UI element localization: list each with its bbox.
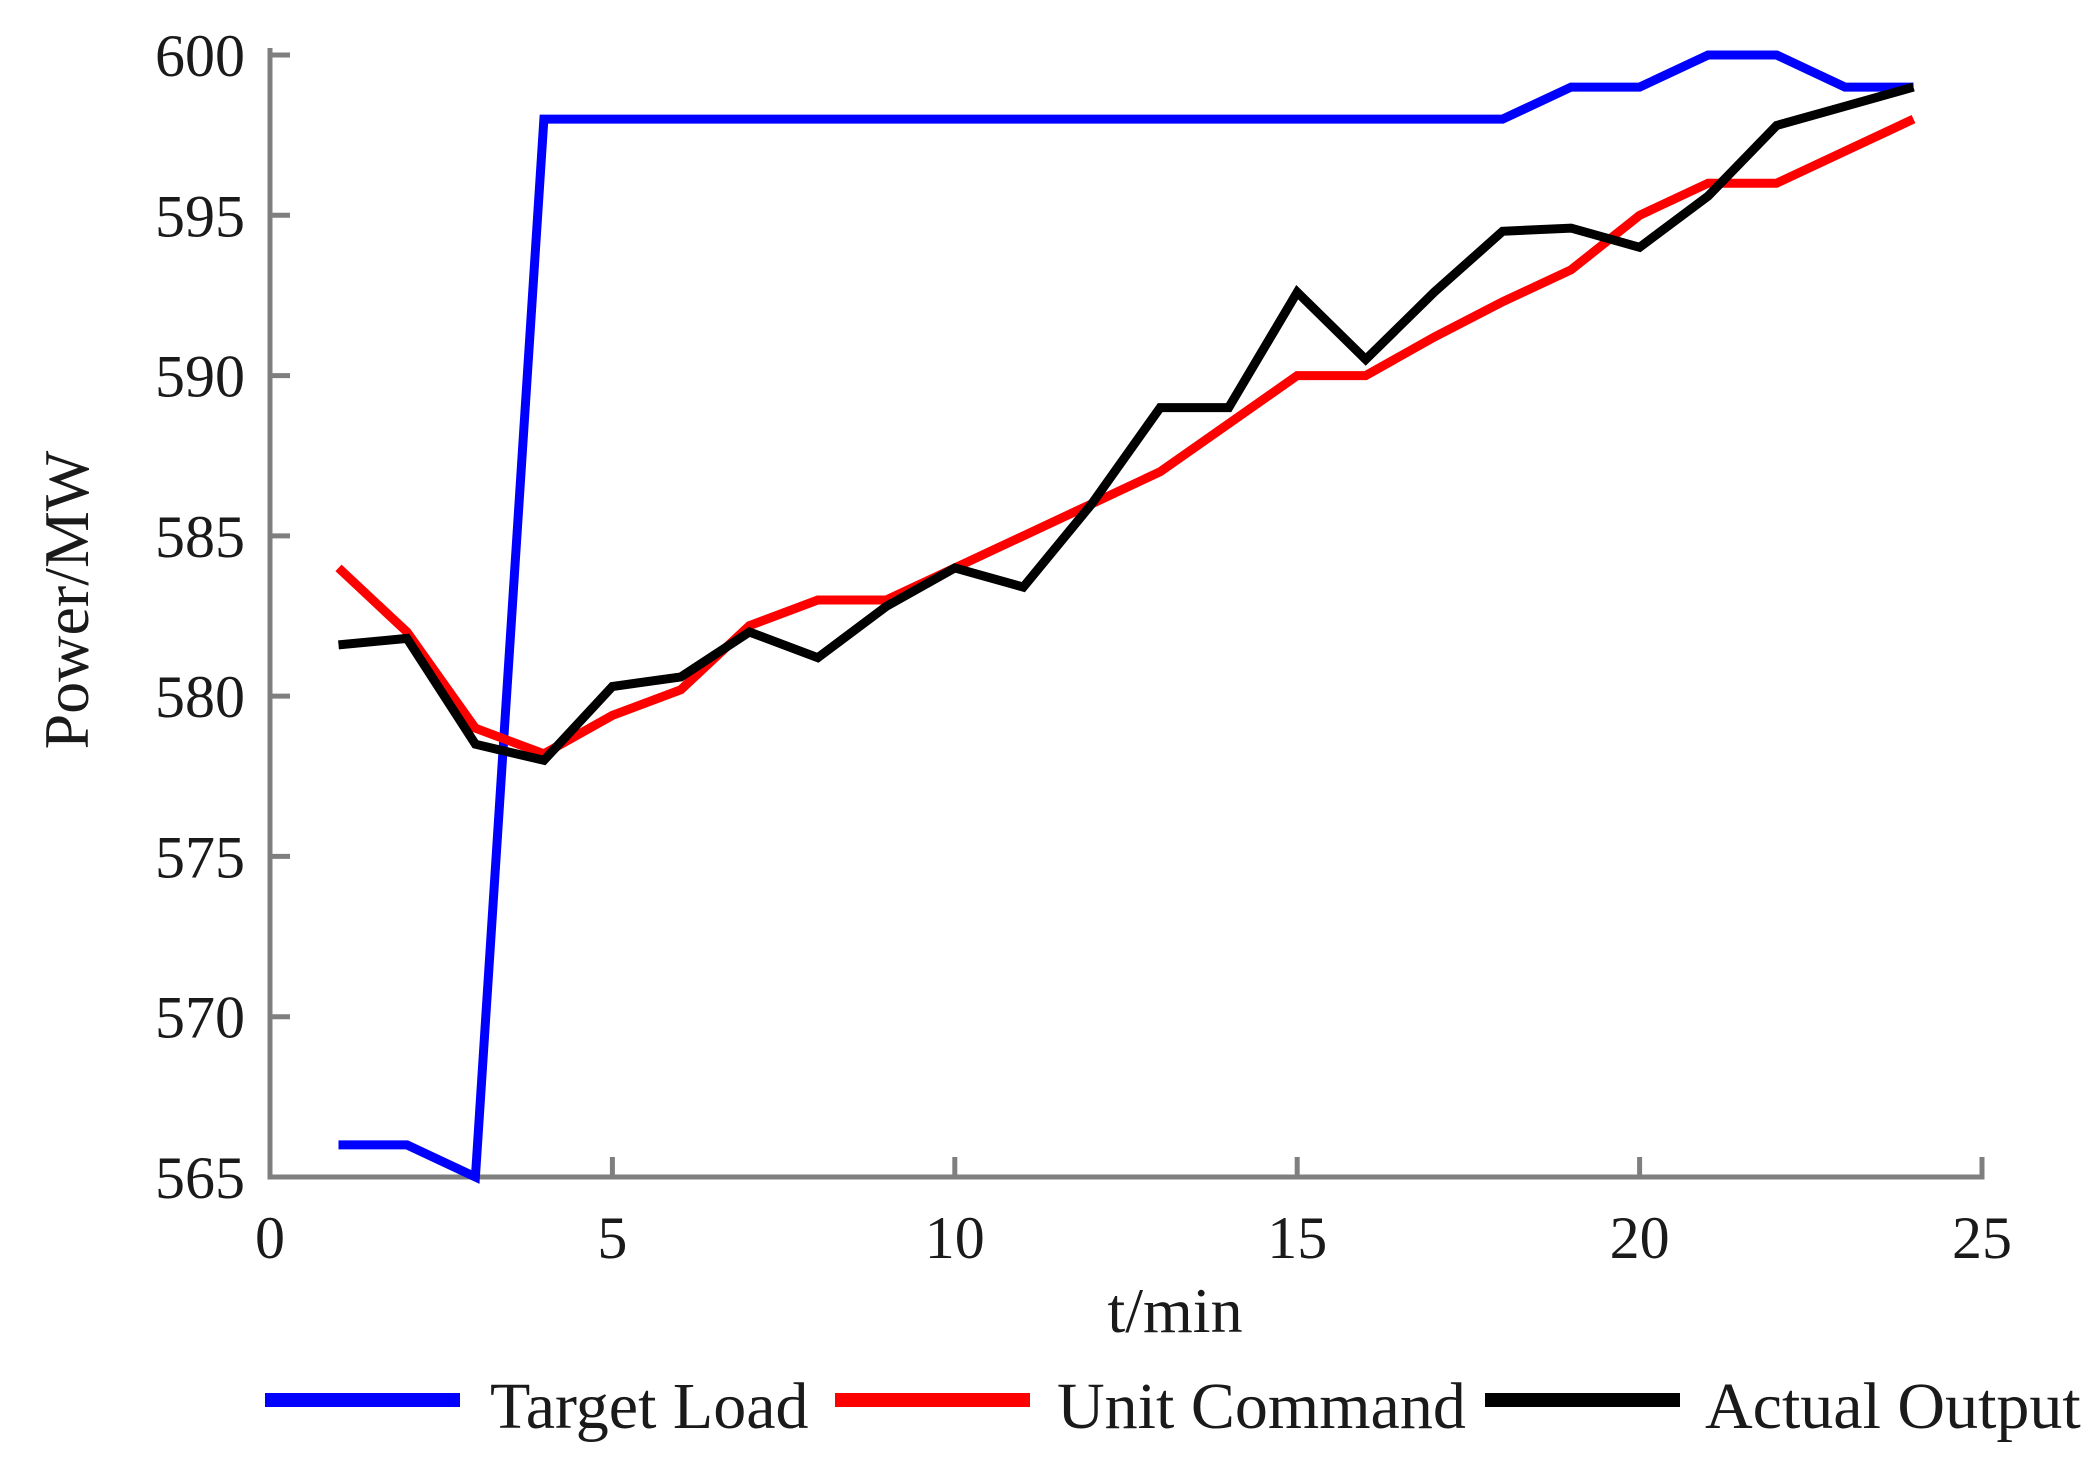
- x-tick-label: 5: [597, 1205, 627, 1271]
- tick-labels: 565 570 575 580 585 590 595 600 0 5 10 15 20 25: [155, 23, 2012, 1271]
- x-tick-label: 20: [1610, 1205, 1670, 1271]
- x-tick-label: 15: [1267, 1205, 1327, 1271]
- legend-label-unit-command: Unit Command: [1057, 1370, 1466, 1443]
- y-tick-label: 585: [155, 504, 245, 570]
- legend: Target Load Unit Command Actual Output: [265, 1370, 2081, 1443]
- x-tick-label: 0: [255, 1205, 285, 1271]
- axes: [267, 48, 1985, 1180]
- y-axis-label: Power/MW: [31, 450, 102, 749]
- y-tick-label: 580: [155, 664, 245, 730]
- actual-output-line: [338, 82, 1915, 766]
- x-tick-label: 25: [1952, 1205, 2012, 1271]
- series-lines: [335, 50, 1916, 1184]
- legend-label-actual-output: Actual Output: [1705, 1370, 2081, 1443]
- y-tick-label: 575: [155, 824, 245, 890]
- y-tick-label: 590: [155, 344, 245, 410]
- y-tick-label: 595: [155, 183, 245, 249]
- y-tick-label: 600: [155, 23, 245, 89]
- target-load-line: [338, 50, 1914, 1184]
- x-axis-label: t/min: [1107, 1275, 1242, 1346]
- y-tick-label: 570: [155, 985, 245, 1051]
- x-tick-label: 10: [925, 1205, 985, 1271]
- legend-label-target-load: Target Load: [490, 1370, 809, 1443]
- unit-command-line: [335, 115, 1916, 759]
- y-tick-label: 565: [155, 1145, 245, 1211]
